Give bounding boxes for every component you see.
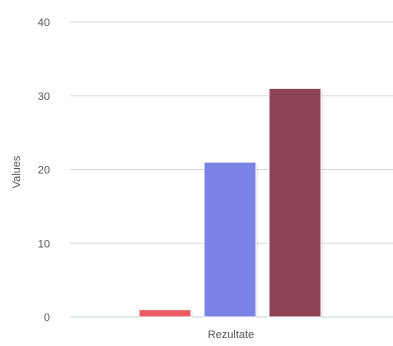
bar[interactable] — [138, 309, 192, 318]
bars — [138, 87, 323, 318]
bar[interactable] — [203, 161, 257, 318]
x-tick-label: Rezultate — [208, 329, 254, 341]
y-tick-label: 20 — [38, 165, 50, 177]
y-tick-label: 40 — [38, 17, 50, 29]
y-tick-label: 0 — [44, 312, 50, 324]
y-axis-ticks: 0 10 20 30 40 — [38, 17, 50, 324]
x-axis-ticks: Rezultate — [208, 329, 254, 341]
y-axis-title: Values — [11, 155, 23, 188]
bar[interactable] — [268, 87, 322, 318]
y-tick-label: 30 — [38, 91, 50, 103]
y-tick-label: 10 — [38, 238, 50, 250]
